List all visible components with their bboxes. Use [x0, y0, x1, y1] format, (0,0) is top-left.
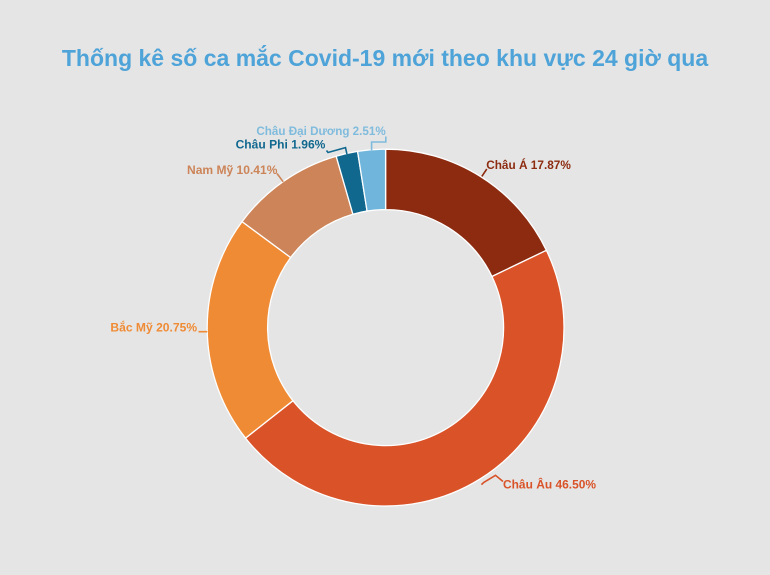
svg-text:Bắc Mỹ 20.75%: Bắc Mỹ 20.75% [110, 320, 197, 335]
svg-text:Châu Á 17.87%: Châu Á 17.87% [486, 157, 571, 172]
svg-text:Châu Âu 46.50%: Châu Âu 46.50% [503, 477, 596, 492]
svg-text:Châu Phi 1.96%: Châu Phi 1.96% [236, 138, 326, 152]
svg-text:Châu Đại Dương 2.51%: Châu Đại Dương 2.51% [256, 124, 386, 138]
svg-text:Nam Mỹ 10.41%: Nam Mỹ 10.41% [187, 163, 278, 177]
